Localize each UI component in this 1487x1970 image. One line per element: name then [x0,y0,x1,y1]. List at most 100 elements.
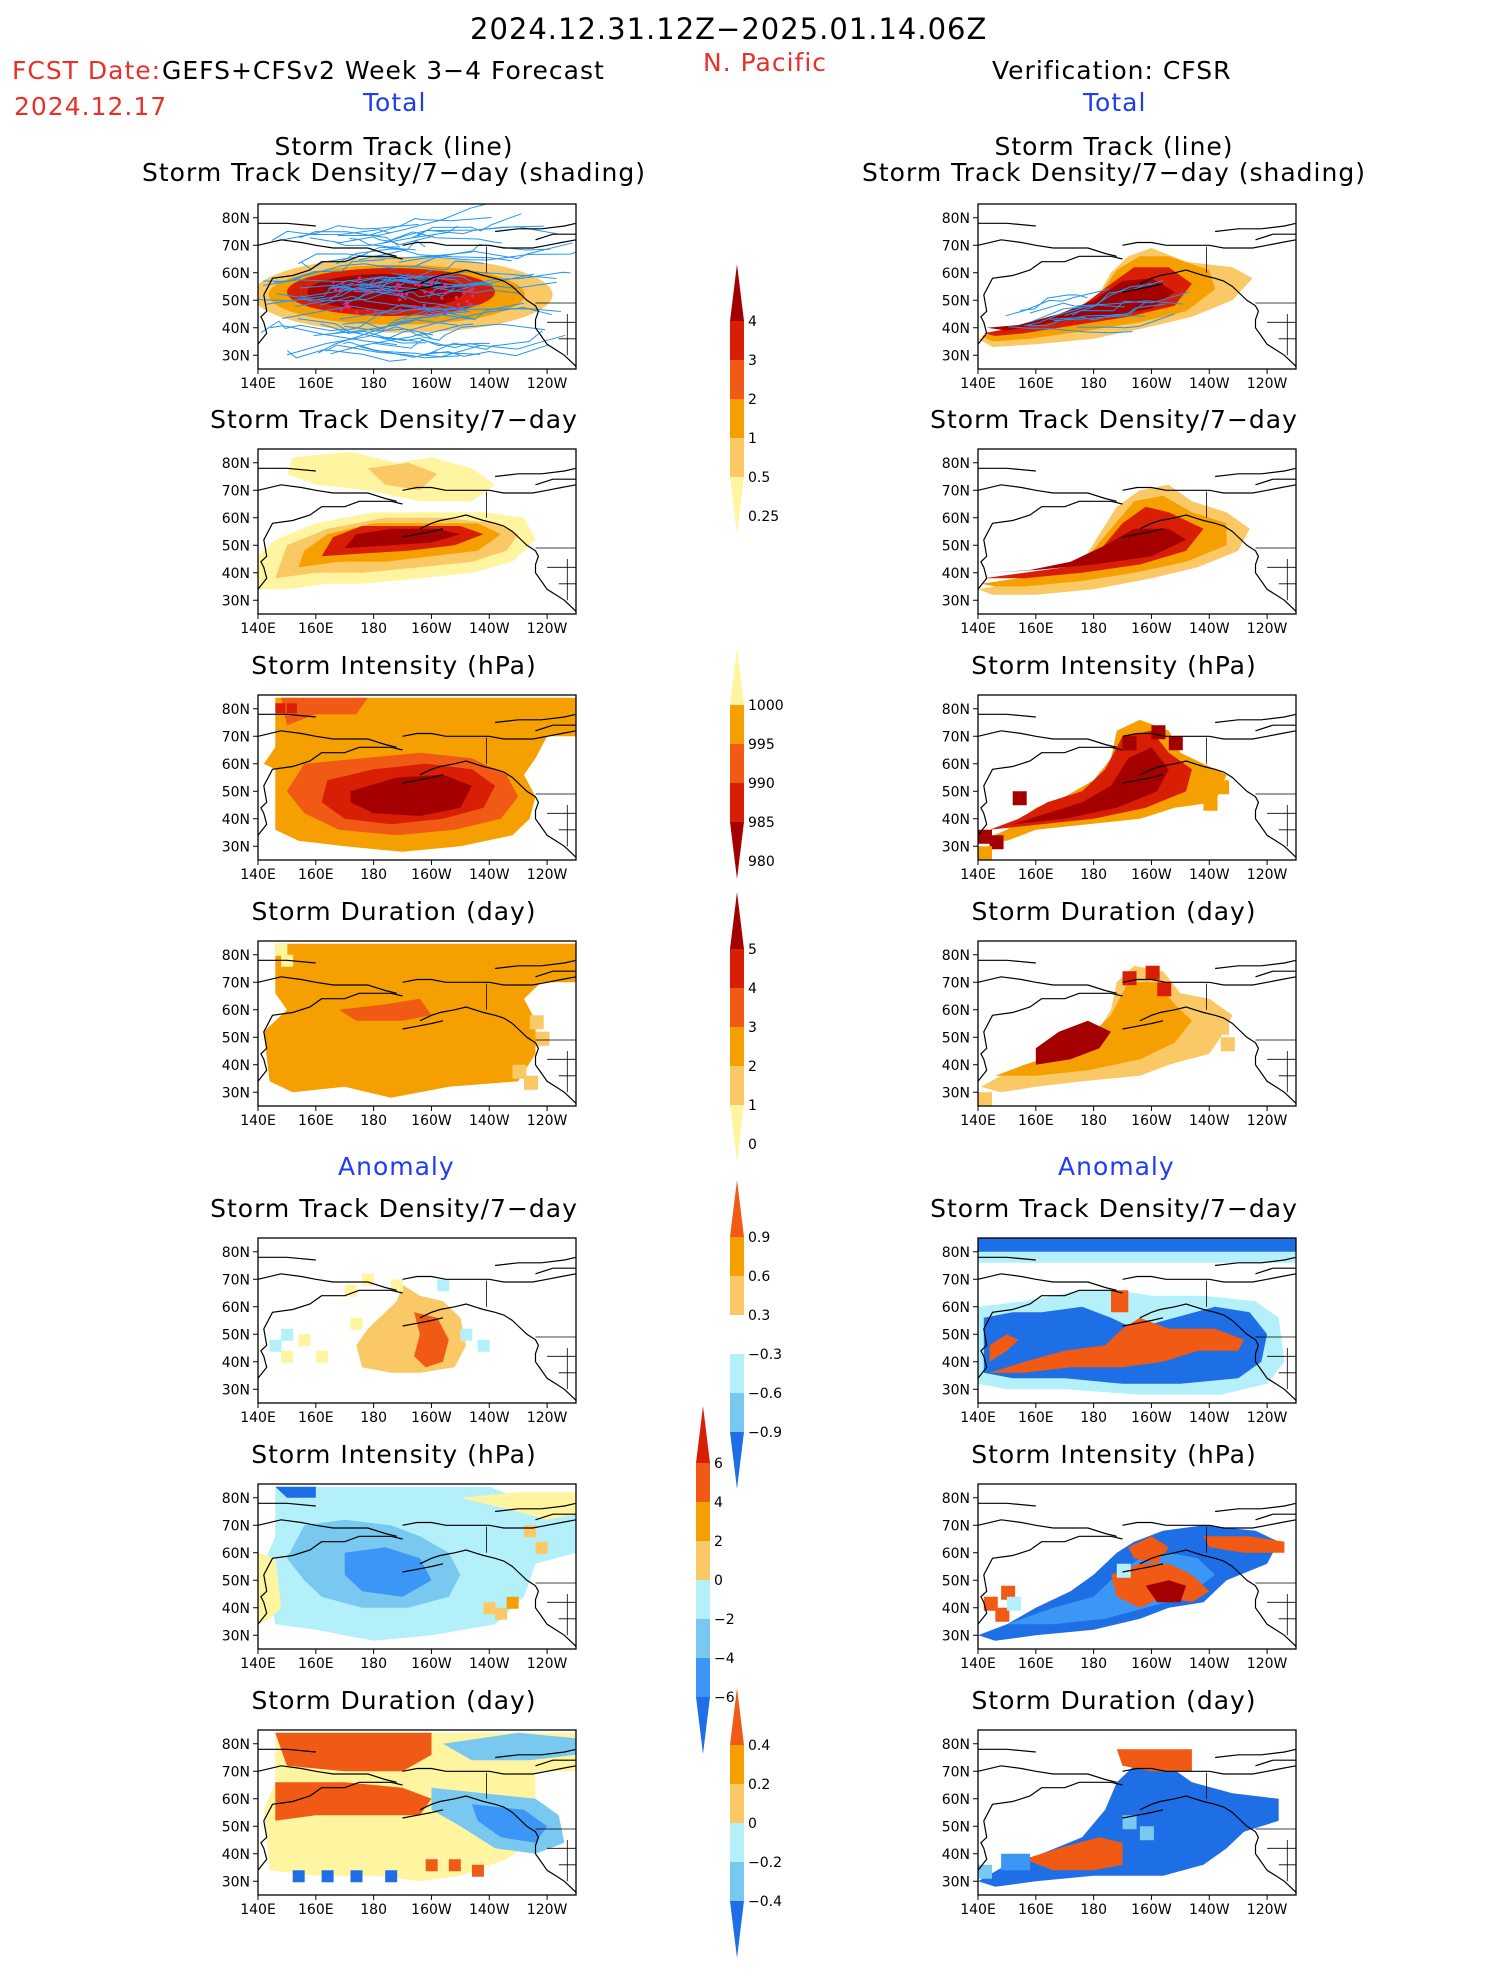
forecast-model-label: GEFS+CFSv2 Week 3−4 Forecast [162,56,605,85]
title-density-anom-left: Storm Track Density/7−day [210,1194,578,1223]
lon-tick-label: 140W [1189,867,1230,883]
lat-tick-label: 60N [942,1300,970,1316]
lat-tick-label: 30N [222,348,250,364]
lat-tick-label: 50N [942,1030,970,1046]
lat-tick-label: 50N [942,1573,970,1589]
lon-tick-label: 140W [1189,376,1230,392]
lat-tick-label: 40N [942,1601,970,1617]
lat-tick-label: 40N [222,1601,250,1617]
lat-tick-label: 40N [222,812,250,828]
lat-tick-label: 60N [222,757,250,773]
lat-tick-label: 70N [222,729,250,745]
lon-tick-label: 160E [1018,867,1054,883]
lon-tick-label: 140E [960,376,996,392]
lon-tick-label: 180 [1080,1902,1107,1918]
lat-tick-label: 60N [222,1546,250,1562]
title-intensity-left: Storm Intensity (hPa) [251,651,537,680]
colorbar-tick-label: 6 [714,1456,723,1472]
lon-tick-label: 120W [1247,376,1288,392]
colorbar-tick-label: 0 [714,1573,723,1589]
colorbar-tick-label: 2 [748,392,757,408]
lon-tick-label: 140W [469,1902,510,1918]
lon-tick-label: 160W [1131,1410,1172,1426]
lat-tick-label: 40N [222,1847,250,1863]
fcst-date-value: 2024.12.17 [14,92,168,121]
lat-tick-label: 80N [222,948,250,964]
lat-tick-label: 80N [222,1245,250,1261]
lat-tick-label: 30N [942,1874,970,1890]
map-forecast-density: 80N 70N 60N 50N 40N 30N 140E 160E 180 160W 140W 120… [210,445,582,640]
lon-tick-label: 140E [240,1902,276,1918]
title-intensity-right: Storm Intensity (hPa) [971,651,1257,680]
colorbar-tick-label: −0.9 [748,1425,782,1441]
colorbar-tick-label: 0.6 [748,1269,770,1285]
lon-tick-label: 160E [1018,621,1054,637]
map-forecast-track-line: 80N 70N 60N 50N 40N 30N 140E 160E 180 160W 140W 120… [210,200,582,395]
lon-tick-label: 120W [527,621,568,637]
lon-tick-label: 120W [527,1113,568,1129]
lon-tick-label: 180 [1080,621,1107,637]
lat-tick-label: 50N [222,1327,250,1343]
lat-tick-label: 70N [222,1764,250,1780]
map-forecast-intensity-anomaly: 80N 70N 60N 50N 40N 30N 140E 160E 180 160W 140W 120… [210,1480,582,1675]
colorbar-tick-label: 985 [748,815,775,831]
colorbar-density-anomaly: 0.9 0.6 0.3 −0.3 −0.6 −0.9 [722,1178,802,1501]
title-track-line-right: Storm Track (line) [994,132,1234,161]
lat-tick-label: 50N [942,1327,970,1343]
title-track-line-left: Storm Track (line) [274,132,514,161]
title-density-left: Storm Track Density/7−day [210,405,578,434]
lon-tick-label: 180 [360,867,387,883]
lon-tick-label: 120W [527,867,568,883]
lon-tick-label: 140E [240,621,276,637]
lat-tick-label: 40N [942,566,970,582]
lat-tick-label: 80N [942,211,970,227]
lon-tick-label: 180 [360,1902,387,1918]
title-intensity-anom-right: Storm Intensity (hPa) [971,1440,1257,1469]
lon-tick-label: 160W [411,1410,452,1426]
lat-tick-label: 80N [222,456,250,472]
lat-tick-label: 50N [942,1819,970,1835]
lon-tick-label: 160E [298,867,334,883]
lon-tick-label: 180 [360,1113,387,1129]
lat-tick-label: 40N [942,812,970,828]
lon-tick-label: 140W [469,867,510,883]
lat-tick-label: 80N [942,1491,970,1507]
lon-tick-label: 140E [960,621,996,637]
title-intensity-anom-left: Storm Intensity (hPa) [251,1440,537,1469]
lon-tick-label: 160W [411,376,452,392]
lon-tick-label: 160E [298,1902,334,1918]
lon-tick-label: 140W [469,621,510,637]
colorbar-tick-label: 5 [748,942,757,958]
lon-tick-label: 140W [469,1113,510,1129]
lat-tick-label: 30N [942,1382,970,1398]
colorbar-tick-label: 4 [714,1495,723,1511]
total-label-left: Total [363,88,427,117]
title-duration-anom-right: Storm Duration (day) [971,1686,1257,1715]
lat-tick-label: 80N [222,1491,250,1507]
lon-tick-label: 160W [1131,1656,1172,1672]
colorbar-tick-label: 3 [748,1020,757,1036]
lat-tick-label: 30N [222,1628,250,1644]
lon-tick-label: 160E [298,621,334,637]
colorbar-tick-label: 995 [748,737,775,753]
title-duration-anom-left: Storm Duration (day) [251,1686,537,1715]
lon-tick-label: 180 [1080,1113,1107,1129]
colorbar-tick-label: 1000 [748,698,784,714]
verification-label: Verification: CFSR [992,56,1232,85]
colorbar-tick-label: 4 [748,314,757,330]
lat-tick-label: 60N [222,1003,250,1019]
colorbar-intensity-anomaly: 6 4 2 0 −2 −4 −6 [688,1404,768,1766]
lon-tick-label: 160W [411,1902,452,1918]
lat-tick-label: 40N [222,566,250,582]
lon-tick-label: 160E [1018,1410,1054,1426]
lon-tick-label: 140W [1189,1410,1230,1426]
lat-tick-label: 70N [942,1272,970,1288]
colorbar-tick-label: 990 [748,776,775,792]
colorbar-density-total: 4 3 2 1 0.5 0.25 [722,262,802,546]
lon-tick-label: 140W [1189,1902,1230,1918]
lat-tick-label: 30N [942,593,970,609]
lat-tick-label: 30N [222,1085,250,1101]
lat-tick-label: 60N [942,1003,970,1019]
lon-tick-label: 180 [1080,1656,1107,1672]
lon-tick-label: 140E [960,1656,996,1672]
